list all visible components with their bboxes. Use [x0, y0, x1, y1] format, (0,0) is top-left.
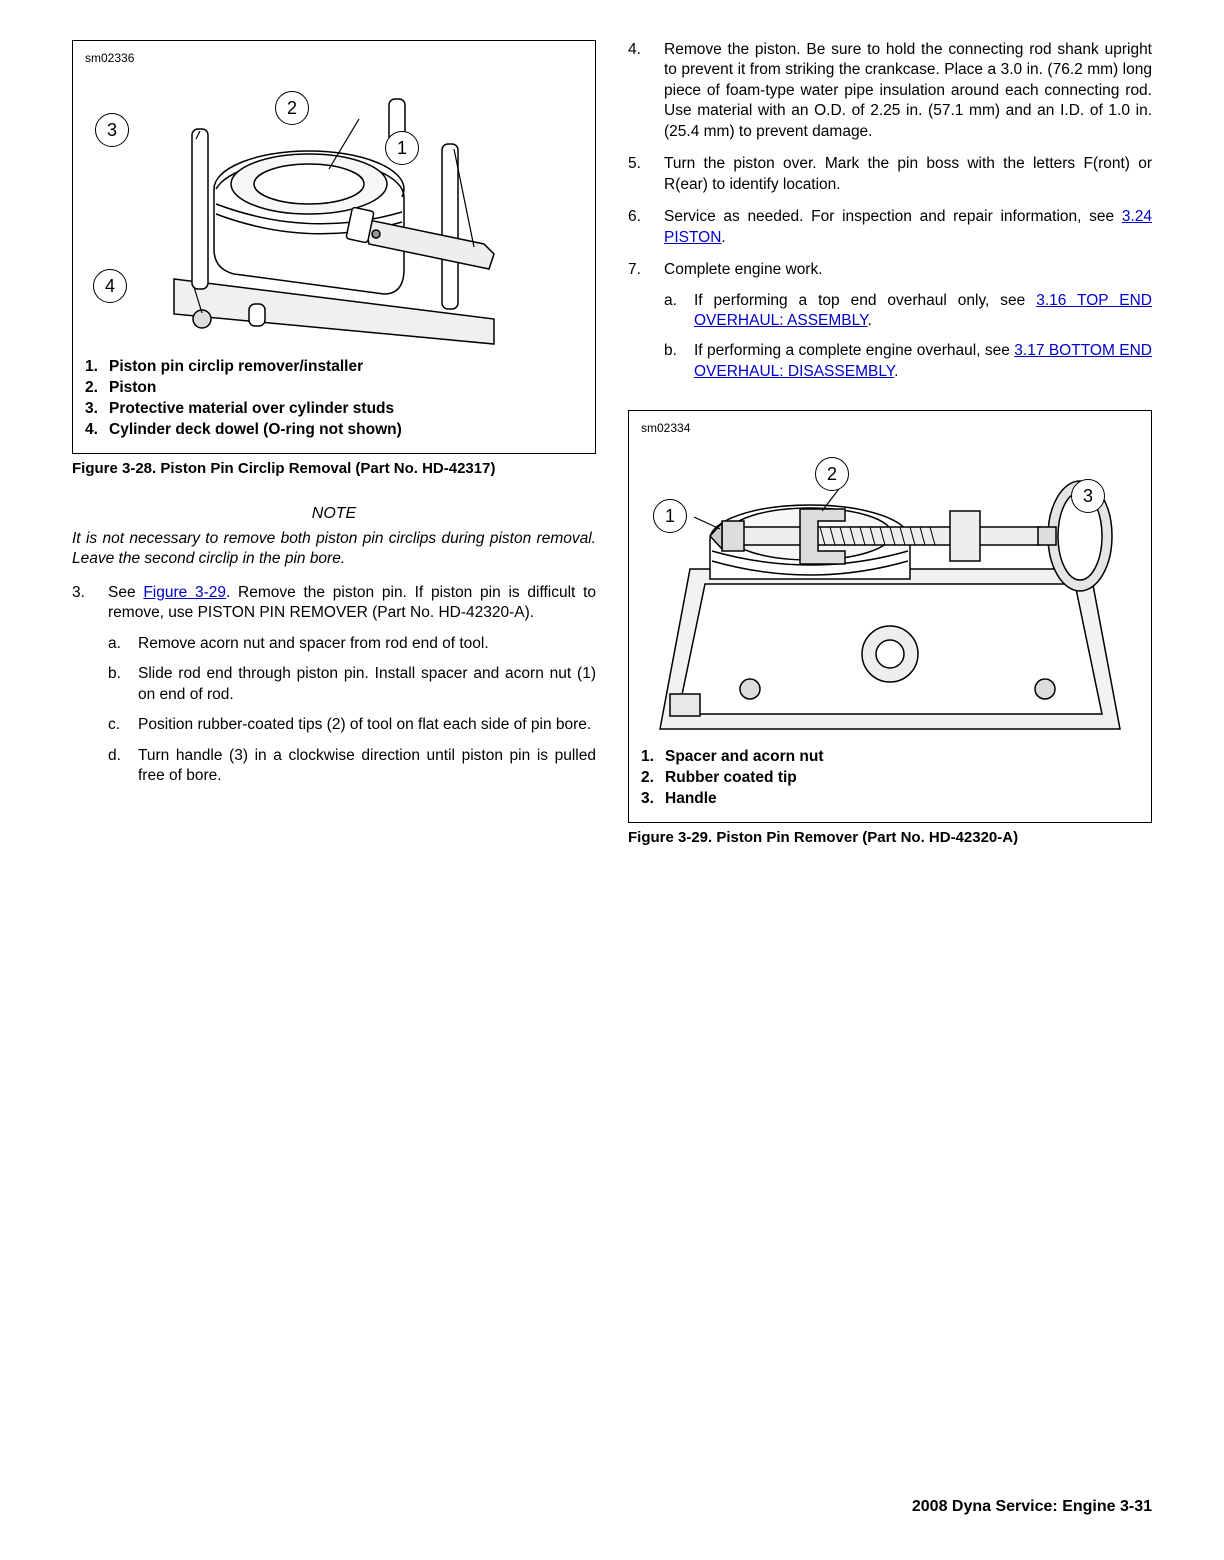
- step-3-substeps: a.Remove acorn nut and spacer from rod e…: [108, 634, 596, 787]
- step-7-substeps: a. If performing a top end overhaul only…: [664, 291, 1152, 383]
- figure-3-28-illustration: 1 2 3 4: [85, 69, 583, 349]
- figure-3-29-illustration: 1 2 3: [641, 439, 1139, 739]
- figure-3-28-caption: Figure 3-28. Piston Pin Circlip Removal …: [72, 460, 596, 477]
- figure-3-29-box: sm02334: [628, 410, 1152, 823]
- figure-id-label: sm02334: [641, 421, 1139, 435]
- content-columns: sm02336: [72, 40, 1152, 846]
- step-7: 7. Complete engine work. a. If performin…: [628, 260, 1152, 392]
- step-5: 5. Turn the piston over. Mark the pin bo…: [628, 154, 1152, 195]
- step-3: 3. See Figure 3-29. Remove the piston pi…: [72, 583, 596, 797]
- right-procedure-list: 4. Remove the piston. Be sure to hold th…: [628, 40, 1152, 392]
- callout-1: 1: [385, 131, 419, 165]
- figure-id-label: sm02336: [85, 51, 583, 65]
- figure-3-28-box: sm02336: [72, 40, 596, 454]
- piston-circlip-drawing: [85, 69, 583, 349]
- piston-pin-remover-drawing: [641, 439, 1139, 739]
- note-body: It is not necessary to remove both pisto…: [72, 529, 596, 569]
- figure-3-28-legend: 1.Piston pin circlip remover/installer 2…: [85, 357, 583, 441]
- figure-3-29-caption: Figure 3-29. Piston Pin Remover (Part No…: [628, 829, 1152, 846]
- callout-3: 3: [95, 113, 129, 147]
- step-4: 4. Remove the piston. Be sure to hold th…: [628, 40, 1152, 142]
- left-column: sm02336: [72, 40, 596, 846]
- callout-2: 2: [275, 91, 309, 125]
- callout-4: 4: [93, 269, 127, 303]
- figure-3-29-legend: 1.Spacer and acorn nut 2.Rubber coated t…: [641, 747, 1139, 810]
- left-procedure-list: 3. See Figure 3-29. Remove the piston pi…: [72, 583, 596, 797]
- page-footer: 2008 Dyna Service: Engine 3-31: [912, 1498, 1152, 1516]
- note-heading: NOTE: [72, 505, 596, 523]
- link-figure-3-29[interactable]: Figure 3-29: [143, 584, 226, 601]
- right-column: 4. Remove the piston. Be sure to hold th…: [628, 40, 1152, 846]
- step-6: 6. Service as needed. For inspection and…: [628, 207, 1152, 248]
